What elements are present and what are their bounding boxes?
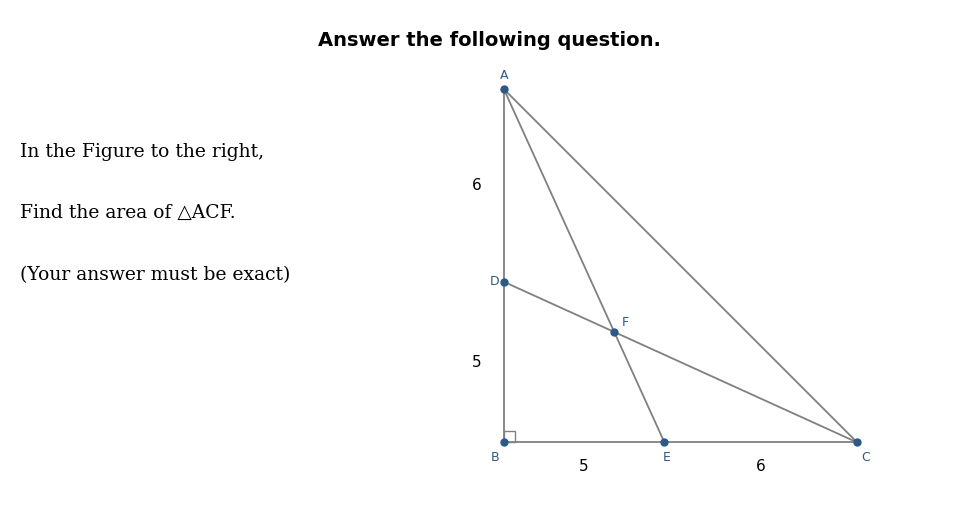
Text: E: E [662, 451, 670, 464]
Text: In the Figure to the right,: In the Figure to the right, [20, 143, 263, 161]
Text: F: F [621, 316, 628, 329]
Text: 5: 5 [471, 355, 481, 369]
Text: 6: 6 [755, 459, 765, 474]
Text: D: D [489, 275, 499, 288]
Text: 5: 5 [579, 459, 589, 474]
Text: (Your answer must be exact): (Your answer must be exact) [20, 266, 289, 284]
Text: Find the area of △ACF.: Find the area of △ACF. [20, 204, 235, 222]
Text: C: C [861, 451, 869, 464]
Text: 6: 6 [471, 178, 481, 193]
Text: B: B [490, 451, 499, 464]
Bar [504, 431, 514, 443]
Text: Answer the following question.: Answer the following question. [318, 31, 660, 50]
Text: A: A [499, 69, 508, 82]
